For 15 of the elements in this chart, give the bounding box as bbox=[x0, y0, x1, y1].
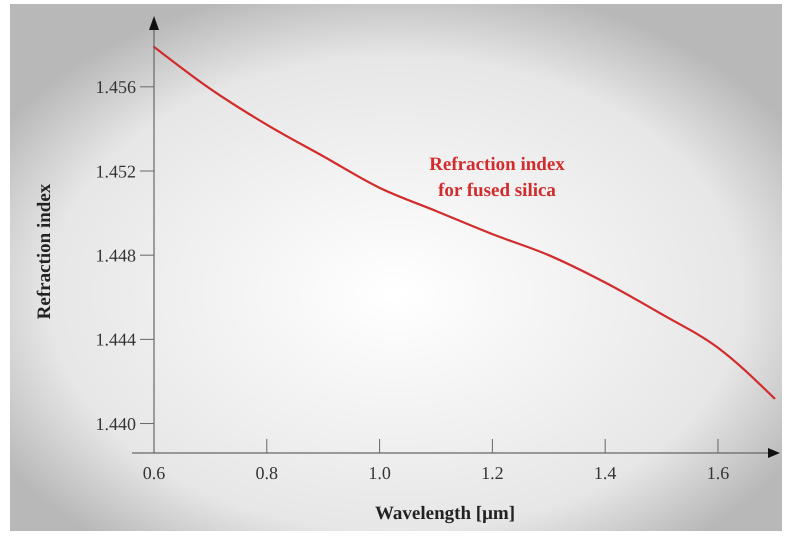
line-series bbox=[152, 46, 776, 400]
x-tick-label: 0.8 bbox=[256, 463, 278, 483]
y-tick-label: 1.456 bbox=[96, 77, 136, 98]
y-tick-label: 1.452 bbox=[96, 161, 136, 182]
y-tick-label: 1.444 bbox=[96, 330, 136, 350]
y-tick-label: 1.448 bbox=[96, 245, 136, 266]
x-tick-label: 1.2 bbox=[481, 463, 504, 483]
x-tick-label: 1.0 bbox=[368, 463, 391, 483]
y-tick-label: 1.440 bbox=[96, 414, 136, 434]
annotation: Refraction index for fused silica bbox=[429, 154, 566, 201]
x-axis-title: Wavelength [μm] bbox=[374, 503, 516, 524]
x-tick-label: 1.4 bbox=[594, 463, 616, 483]
y-axis-title: Refraction index bbox=[34, 183, 55, 320]
x-tick-label: 0.6 bbox=[142, 463, 166, 483]
x-tick-label: 1.6 bbox=[706, 463, 730, 483]
